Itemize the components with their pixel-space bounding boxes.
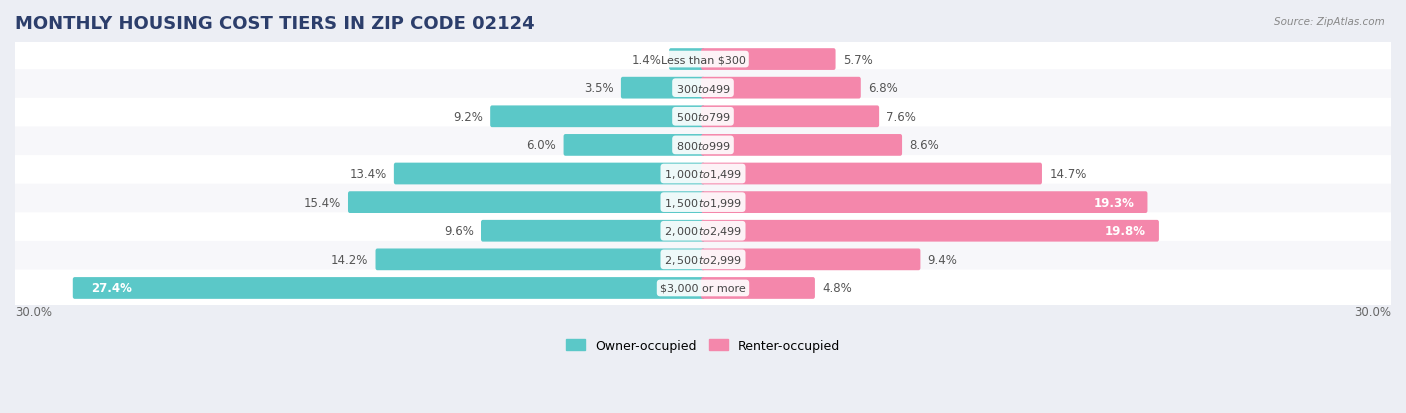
FancyBboxPatch shape <box>702 106 879 128</box>
FancyBboxPatch shape <box>702 163 1042 185</box>
FancyBboxPatch shape <box>491 106 704 128</box>
Text: $2,500 to $2,999: $2,500 to $2,999 <box>664 253 742 266</box>
FancyBboxPatch shape <box>702 220 1159 242</box>
Legend: Owner-occupied, Renter-occupied: Owner-occupied, Renter-occupied <box>561 334 845 357</box>
Text: $1,000 to $1,499: $1,000 to $1,499 <box>664 168 742 180</box>
FancyBboxPatch shape <box>702 135 903 157</box>
FancyBboxPatch shape <box>7 156 1399 192</box>
FancyBboxPatch shape <box>375 249 704 271</box>
FancyBboxPatch shape <box>669 49 704 71</box>
Text: $300 to $499: $300 to $499 <box>675 83 731 95</box>
Text: 30.0%: 30.0% <box>15 305 52 318</box>
FancyBboxPatch shape <box>7 184 1399 221</box>
FancyBboxPatch shape <box>7 70 1399 107</box>
FancyBboxPatch shape <box>702 249 921 271</box>
Text: 7.6%: 7.6% <box>886 111 917 123</box>
Text: 19.3%: 19.3% <box>1094 196 1135 209</box>
Text: $800 to $999: $800 to $999 <box>675 140 731 152</box>
FancyBboxPatch shape <box>702 192 1147 214</box>
FancyBboxPatch shape <box>702 49 835 71</box>
Text: 3.5%: 3.5% <box>583 82 613 95</box>
Text: 6.8%: 6.8% <box>868 82 898 95</box>
Text: Source: ZipAtlas.com: Source: ZipAtlas.com <box>1274 17 1385 26</box>
Text: $2,000 to $2,499: $2,000 to $2,499 <box>664 225 742 237</box>
Text: $3,000 or more: $3,000 or more <box>661 283 745 293</box>
FancyBboxPatch shape <box>73 278 704 299</box>
Text: 8.6%: 8.6% <box>910 139 939 152</box>
Text: 9.6%: 9.6% <box>444 225 474 237</box>
FancyBboxPatch shape <box>7 41 1399 78</box>
Text: 14.2%: 14.2% <box>330 253 368 266</box>
FancyBboxPatch shape <box>7 241 1399 278</box>
Text: 9.4%: 9.4% <box>928 253 957 266</box>
Text: 1.4%: 1.4% <box>631 53 662 66</box>
Text: Less than $300: Less than $300 <box>661 55 745 65</box>
Text: 30.0%: 30.0% <box>1354 305 1391 318</box>
FancyBboxPatch shape <box>564 135 704 157</box>
Text: 6.0%: 6.0% <box>526 139 557 152</box>
FancyBboxPatch shape <box>702 278 815 299</box>
Text: 5.7%: 5.7% <box>842 53 873 66</box>
Text: 15.4%: 15.4% <box>304 196 340 209</box>
FancyBboxPatch shape <box>621 78 704 99</box>
FancyBboxPatch shape <box>7 213 1399 249</box>
Text: 13.4%: 13.4% <box>349 168 387 180</box>
Text: 19.8%: 19.8% <box>1105 225 1146 237</box>
Text: 9.2%: 9.2% <box>453 111 482 123</box>
Text: $500 to $799: $500 to $799 <box>675 111 731 123</box>
FancyBboxPatch shape <box>7 270 1399 307</box>
Text: 27.4%: 27.4% <box>90 282 132 295</box>
FancyBboxPatch shape <box>394 163 704 185</box>
FancyBboxPatch shape <box>7 99 1399 135</box>
Text: MONTHLY HOUSING COST TIERS IN ZIP CODE 02124: MONTHLY HOUSING COST TIERS IN ZIP CODE 0… <box>15 15 534 33</box>
Text: 14.7%: 14.7% <box>1049 168 1087 180</box>
FancyBboxPatch shape <box>349 192 704 214</box>
FancyBboxPatch shape <box>702 78 860 99</box>
FancyBboxPatch shape <box>7 127 1399 164</box>
Text: 4.8%: 4.8% <box>823 282 852 295</box>
FancyBboxPatch shape <box>481 220 704 242</box>
Text: $1,500 to $1,999: $1,500 to $1,999 <box>664 196 742 209</box>
